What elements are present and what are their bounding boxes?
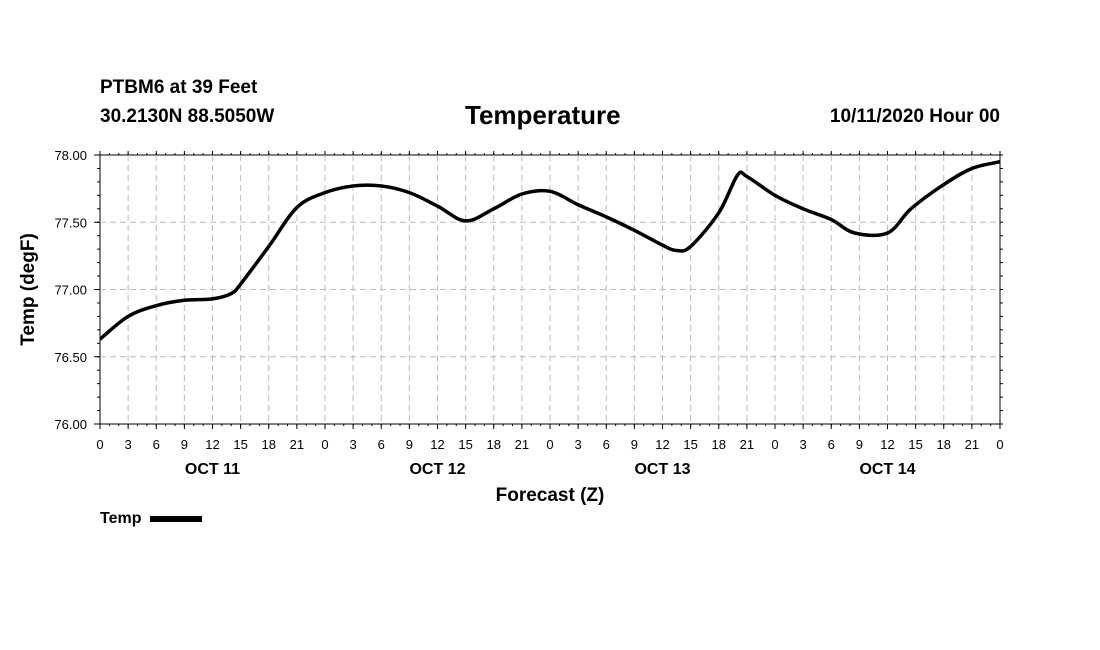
x-tick-label: 21	[965, 437, 979, 452]
x-tick-label: 12	[880, 437, 894, 452]
x-tick-label: 9	[631, 437, 638, 452]
x-tick-label: 18	[712, 437, 726, 452]
day-label: OCT 11	[185, 461, 240, 478]
x-tick-label: 21	[740, 437, 754, 452]
x-tick-label: 3	[800, 437, 807, 452]
legend: Temp	[100, 510, 203, 528]
x-tick-label: 15	[908, 437, 922, 452]
y-tick-label: 76.50	[54, 350, 87, 365]
day-label: OCT 12	[409, 461, 465, 478]
x-tick-label: 3	[125, 437, 132, 452]
x-tick-label: 0	[546, 437, 553, 452]
chart-title: Temperature	[465, 100, 621, 130]
forecast-run-label: 10/11/2020 Hour 00	[829, 106, 1000, 127]
x-tick-label: 3	[575, 437, 582, 452]
coordinates-label: 30.2130N 88.5050W	[100, 106, 275, 127]
x-tick-label: 0	[321, 437, 328, 452]
x-tick-label: 9	[856, 437, 863, 452]
x-tick-label: 18	[262, 437, 276, 452]
x-tick-label: 15	[683, 437, 697, 452]
day-label: OCT 14	[859, 461, 915, 478]
y-axis-title: Temp (degF)	[18, 233, 39, 346]
x-tick-label: 21	[515, 437, 529, 452]
x-tick-label: 6	[603, 437, 610, 452]
x-axis-title: Forecast (Z)	[496, 485, 605, 506]
y-tick-label: 77.50	[54, 215, 87, 230]
legend-label: Temp	[100, 510, 142, 527]
x-tick-label: 12	[205, 437, 219, 452]
x-tick-label: 3	[350, 437, 357, 452]
station-label: PTBM6 at 39 Feet	[100, 77, 258, 98]
x-tick-label: 12	[430, 437, 444, 452]
x-tick-label: 18	[487, 437, 501, 452]
x-tick-label: 15	[458, 437, 472, 452]
y-tick-label: 77.00	[54, 283, 87, 298]
x-tick-label: 9	[181, 437, 188, 452]
x-tick-label: 9	[406, 437, 413, 452]
x-tick-label: 6	[378, 437, 385, 452]
x-tick-label: 0	[996, 437, 1003, 452]
x-tick-label: 12	[655, 437, 669, 452]
legend-swatch	[150, 516, 203, 522]
x-tick-label: 18	[937, 437, 951, 452]
x-tick-label: 6	[153, 437, 160, 452]
temp-series-line	[100, 160, 1000, 341]
y-tick-label: 78.00	[54, 148, 87, 163]
x-tick-label: 0	[96, 437, 103, 452]
x-tick-label: 6	[828, 437, 835, 452]
x-tick-label: 15	[233, 437, 247, 452]
day-label: OCT 13	[634, 461, 690, 478]
x-tick-label: 0	[771, 437, 778, 452]
y-tick-label: 76.00	[54, 417, 87, 432]
x-tick-label: 21	[290, 437, 304, 452]
